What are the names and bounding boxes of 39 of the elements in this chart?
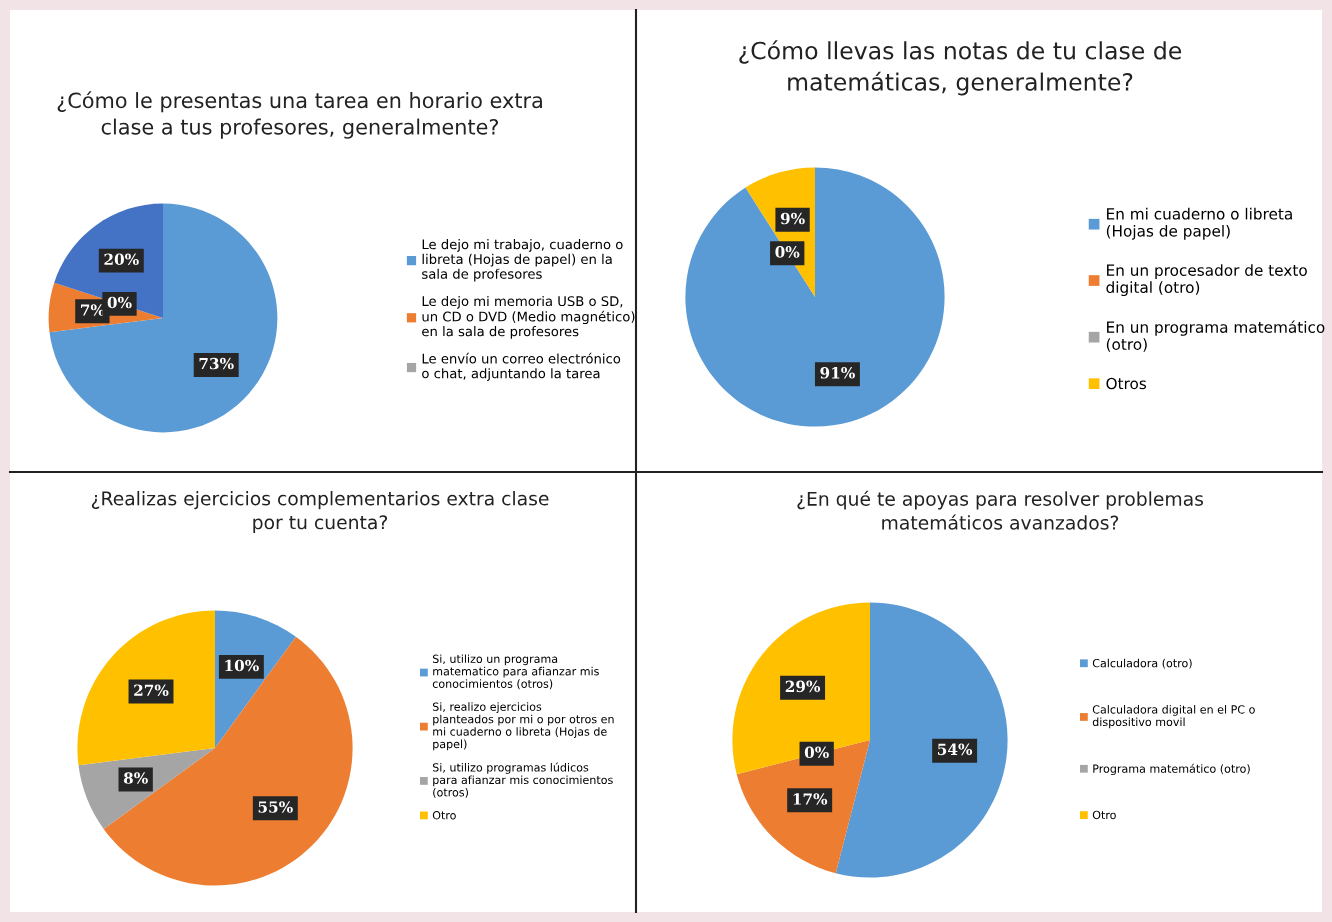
chart-title: ¿En qué te apoyas para resolver problemas matemáticos avanzados? <box>797 490 1204 530</box>
data-label: 10% <box>225 659 259 672</box>
legend-label: Si, realizo ejercicios planteados por mi o por otros en mi cuaderno o libreta (Hojas de papel) <box>432 702 614 751</box>
data-label: 73% <box>199 357 234 370</box>
chart-title: ¿Cómo llevas las notas de tu clase de matemáticas, generalmente? <box>739 40 1182 96</box>
data-label: 8% <box>123 772 148 784</box>
data-label: 29% <box>785 680 821 693</box>
data-label: 55% <box>258 801 293 813</box>
legend-label: En un procesador de texto digital (otro) <box>1106 264 1307 297</box>
pie-slice <box>77 610 215 766</box>
pie-slice <box>49 203 278 433</box>
legend-label: Le dejo mi trabajo, cuaderno o libreta (Hojas de papel) en la sala de profesores <box>422 239 623 282</box>
data-label: 27% <box>134 684 169 697</box>
text: 0% <box>107 296 132 309</box>
chart-title: ¿Realizas ejercicios complementarios extra clase por tu cuenta? <box>91 491 549 533</box>
data-label: 20% <box>104 253 139 266</box>
text: 0% <box>804 746 829 759</box>
legend-label: En mi cuaderno o libreta (Hojas de papel) <box>1106 207 1292 240</box>
legend-label: Programa matemático (otro) <box>1093 763 1250 775</box>
data-label: 17% <box>793 793 828 805</box>
chart-title: ¿Cómo le presentas una tarea en horario extra clase a tus profesores, generalmente? <box>57 91 542 139</box>
data-label: 9% <box>780 212 805 225</box>
legend-label: Otro <box>432 811 456 820</box>
legend-label: Calculadora (otro) <box>1092 658 1192 669</box>
legend-label: Si, utilizo programas lúdicos para afianzar mis conocimientos (otros) <box>432 762 613 798</box>
legend-label: En un programa matemático (otro) <box>1106 320 1325 352</box>
pie-slice <box>732 602 870 775</box>
pie-slice <box>835 602 1008 878</box>
legend-label: Si, utilizo un programa matematico para afianzar mis conocimientos (otros) <box>432 654 599 690</box>
legend-label: Otro <box>1092 810 1116 820</box>
legend-label: Otros <box>1106 377 1147 390</box>
legend-label: Le dejo mi memoria USB o SD, un CD o DVD (Medio magnético) en la sala de profesores <box>422 295 635 339</box>
data-label: 91% <box>820 367 855 379</box>
data-label: 54% <box>938 743 973 756</box>
legend-label: Calculadora digital en el PC o dispositivo movil <box>1092 705 1255 729</box>
pie-slice <box>685 167 945 427</box>
pie-slice <box>103 636 353 886</box>
text: 0% <box>775 246 800 258</box>
legend-label: Le envío un correo electrónico o chat, adjuntando la tarea <box>422 352 621 381</box>
